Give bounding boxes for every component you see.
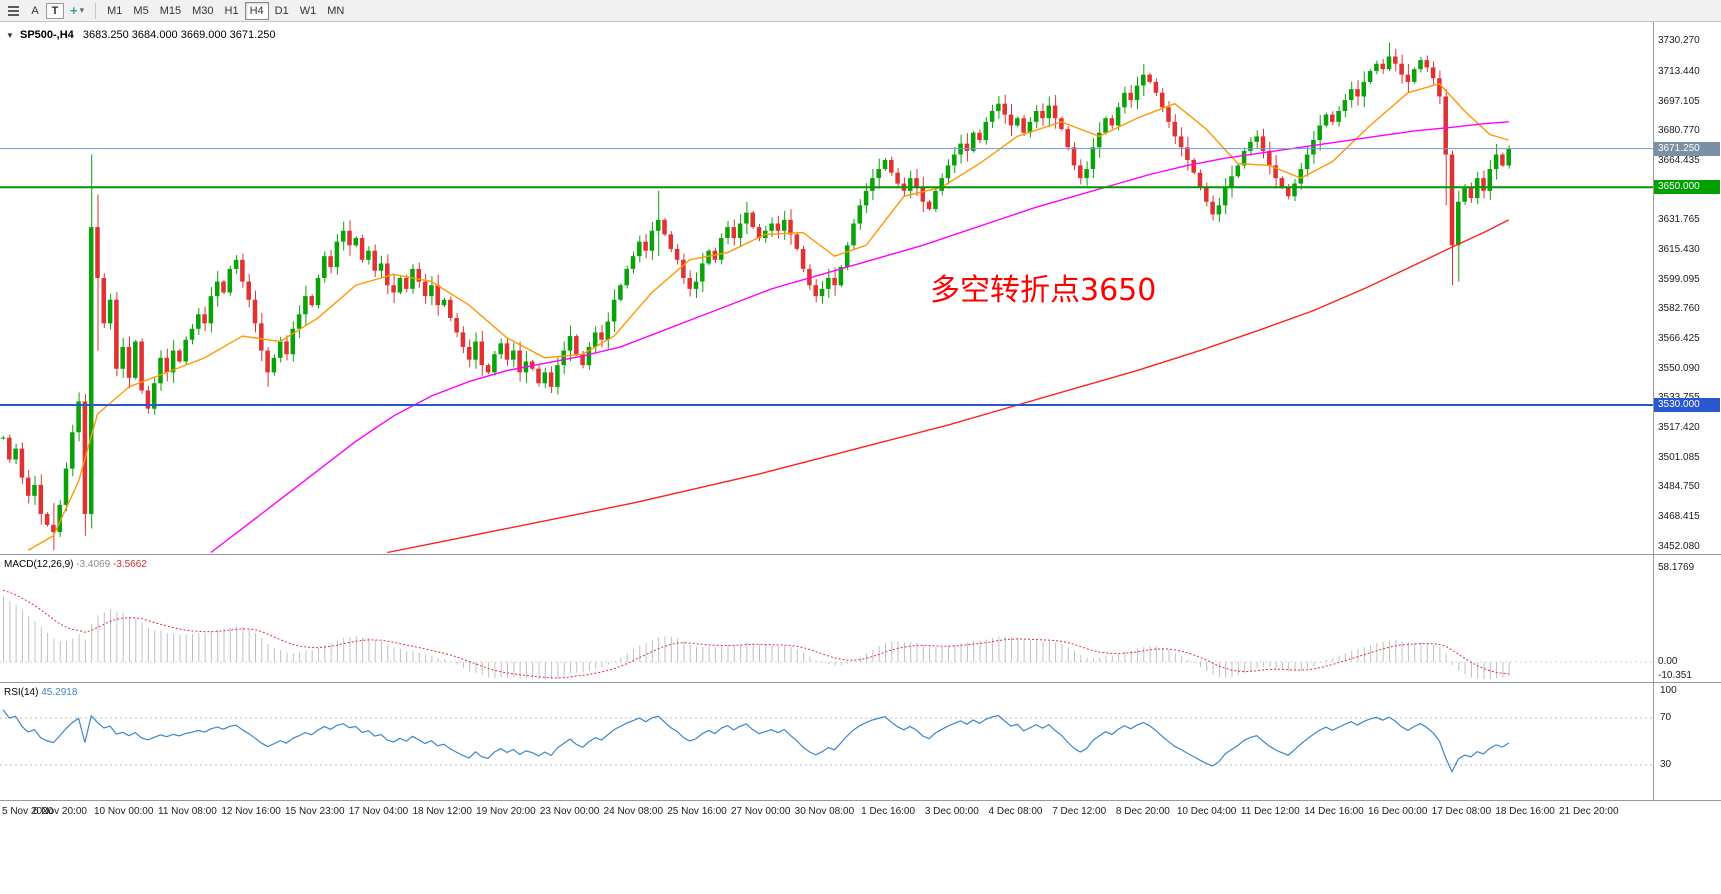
ma-mid-magenta xyxy=(210,121,1509,554)
toolbar: A T + ▾ M1 M5 M15 M30 H1 H4 D1 W1 MN xyxy=(0,0,1721,22)
price-axis-label: 3566.425 xyxy=(1658,332,1700,344)
time-axis-label: 30 Nov 08:00 xyxy=(794,806,855,817)
ohlc-values: 3683.250 3684.000 3669.000 3671.250 xyxy=(82,29,276,41)
timeframe-button-m15[interactable]: M15 xyxy=(159,4,182,17)
price-level-box-3530: 3530.000 xyxy=(1654,398,1720,413)
price-axis-label: 3615.430 xyxy=(1658,243,1700,255)
rsi-line xyxy=(2,709,1510,774)
timeframe-button-h4[interactable]: H4 xyxy=(244,1,269,20)
objects-tool-button[interactable]: + ▾ xyxy=(65,2,89,20)
price-axis-label: 3599.095 xyxy=(1658,273,1700,285)
timeframe-button-w1[interactable]: W1 xyxy=(299,4,317,17)
time-axis-label: 15 Nov 23:00 xyxy=(285,806,345,817)
price-axis-label: 3533.755 xyxy=(1658,393,1700,403)
time-axis-label: 17 Dec 08:00 xyxy=(1431,806,1492,817)
time-axis-label: 24 Nov 08:00 xyxy=(603,806,664,817)
price-axis-label: 3550.090 xyxy=(1658,362,1700,374)
collapse-triangle-icon[interactable]: ▼ xyxy=(6,31,14,40)
price-axis-label: 3582.760 xyxy=(1658,303,1700,315)
text-tool-button[interactable]: T xyxy=(46,2,64,19)
timeframe-button-mn[interactable]: MN xyxy=(327,4,345,17)
rsi-axis-label: 30 xyxy=(1660,758,1672,770)
macd-axis-label: 58.1769 xyxy=(1658,562,1695,573)
price-level-box-3650: 3650.000 xyxy=(1654,180,1720,195)
macd-panel-plot[interactable] xyxy=(0,589,1653,679)
price-axis-label: 3730.270 xyxy=(1658,35,1700,47)
timeframe-button-m5[interactable]: M5 xyxy=(133,4,149,17)
price-axis-label: 3713.440 xyxy=(1658,66,1700,78)
rsi-axis-label: 70 xyxy=(1660,712,1672,724)
time-axis-label: 5 Nov 2020 xyxy=(2,806,54,817)
moving-average-lines xyxy=(27,82,1510,554)
time-axis-label: 3 Dec 00:00 xyxy=(924,806,979,817)
dropdown-arrow-icon: ▾ xyxy=(79,5,85,15)
time-axis-label: 14 Dec 16:00 xyxy=(1304,806,1364,817)
annotation-text[interactable]: 多空转折点3650 xyxy=(930,273,1157,308)
charts-list-button[interactable] xyxy=(3,2,24,20)
chart-header: ▼ SP500-,H4 3683.250 3684.000 3669.000 3… xyxy=(6,29,276,41)
price-axis-label: 3468.415 xyxy=(1658,510,1700,522)
time-axis-label: 10 Nov 00:00 xyxy=(93,806,154,817)
time-axis-label: 4 Dec 08:00 xyxy=(988,806,1043,817)
time-axis-label: 10 Dec 04:00 xyxy=(1176,806,1237,817)
horizontal-line-objects[interactable] xyxy=(0,148,1653,407)
price-axis-label: 3517.420 xyxy=(1658,421,1700,433)
macd-signal-value: -3.5662 xyxy=(112,559,147,570)
macd-axis-label: 0.00 xyxy=(1658,656,1678,667)
time-axis-label: 6 Nov 20:00 xyxy=(33,806,87,817)
rsi-label: RSI(14) 45.2918 xyxy=(4,687,77,698)
timeframe-group: M1 M5 M15 M30 H1 H4 D1 W1 MN xyxy=(102,1,349,20)
ma-fast-orange xyxy=(27,82,1509,551)
time-axis-label: 12 Nov 16:00 xyxy=(221,806,281,817)
price-axis-label: 3664.435 xyxy=(1658,154,1700,166)
price-axis-label: 3697.105 xyxy=(1658,95,1700,107)
crosshair-icon: + xyxy=(70,3,78,18)
macd-name: MACD(12,26,9) xyxy=(4,559,74,570)
charts-list-icon xyxy=(8,5,19,8)
symbol-period-label: SP500-,H4 xyxy=(19,29,74,41)
current-price-box: 3671.250 xyxy=(1654,141,1720,156)
rsi-panel-plot[interactable] xyxy=(0,709,1653,774)
price-axis-label: 3501.085 xyxy=(1658,451,1700,463)
time-axis-label: 16 Dec 00:00 xyxy=(1367,806,1428,817)
time-axis-label: 21 Dec 20:00 xyxy=(1559,806,1619,817)
time-axis-label: 8 Dec 20:00 xyxy=(1115,806,1170,817)
macd-axis-label: -10.351 xyxy=(1658,670,1692,681)
macd-main-value: -3.4069 xyxy=(76,559,111,570)
time-axis-label: 7 Dec 12:00 xyxy=(1052,806,1107,817)
price-axis-label: 3680.770 xyxy=(1658,125,1700,137)
time-axis-label: 11 Nov 08:00 xyxy=(158,806,217,817)
time-axis-label: 18 Nov 12:00 xyxy=(412,806,472,817)
time-axis-label: 25 Nov 16:00 xyxy=(667,806,727,817)
time-axis-label: 19 Nov 20:00 xyxy=(476,806,536,817)
price-axis-label: 3631.765 xyxy=(1658,214,1700,226)
time-axis-label: 27 Nov 00:00 xyxy=(730,806,791,817)
toolbar-separator xyxy=(95,2,97,19)
price-axis-label: 3484.750 xyxy=(1658,481,1700,493)
time-axis-label: 17 Nov 04:00 xyxy=(348,806,409,817)
macd-label: MACD(12,26,9) -3.4069 -3.5662 xyxy=(4,559,147,570)
timeframe-button-d1[interactable]: D1 xyxy=(274,4,289,17)
time-axis-label: 1 Dec 16:00 xyxy=(861,806,916,817)
timeframe-button-m30[interactable]: M30 xyxy=(192,4,214,17)
rsi-axis-label: 100 xyxy=(1660,685,1677,696)
timeframe-button-m1[interactable]: M1 xyxy=(107,4,123,17)
rsi-name: RSI(14) xyxy=(4,687,39,698)
timeframe-button-h1[interactable]: H1 xyxy=(224,4,239,17)
time-axis-label: 11 Dec 12:00 xyxy=(1240,806,1300,817)
time-axis-label: 23 Nov 00:00 xyxy=(539,806,600,817)
rsi-value: 45.2918 xyxy=(41,687,78,698)
price-axis-label: 3452.080 xyxy=(1658,540,1700,552)
font-tool-button[interactable]: A xyxy=(31,4,39,17)
panel-separators[interactable] xyxy=(0,22,1721,801)
time-axis-label: 18 Dec 16:00 xyxy=(1495,806,1555,817)
ma-slow-red xyxy=(387,219,1510,554)
